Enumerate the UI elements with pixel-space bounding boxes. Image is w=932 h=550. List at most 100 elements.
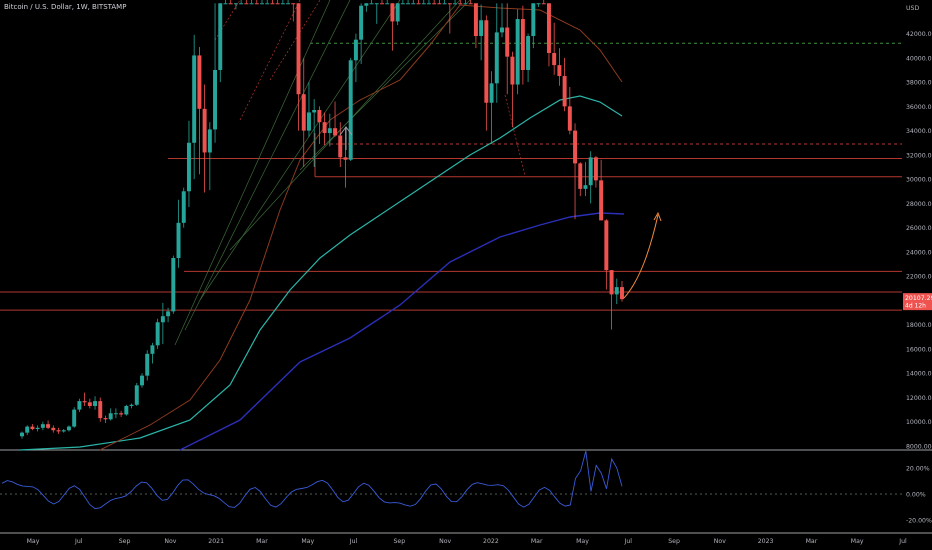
candle-body [218, 3, 223, 70]
oscillator-pane: 20.00% 0.00% -20.00% [0, 450, 932, 525]
candle [260, 0, 264, 5]
time-tick-label: 2021 [208, 538, 224, 545]
candle [380, 0, 384, 5]
candle-body [536, 3, 541, 5]
axes: 42000.00 40000.00 38000.00 36000.00 34000.00… [27, 5, 932, 545]
dashed-trend-line [269, 0, 321, 81]
time-tick-label: Mar [531, 538, 543, 545]
last-price-box [903, 293, 932, 311]
candle-body [56, 430, 61, 432]
candle [583, 162, 588, 197]
time-tick-label: Nov [714, 538, 726, 545]
candle-body [160, 316, 165, 323]
price-tick-label: 10000.00 [906, 419, 932, 426]
candle-body [93, 401, 98, 406]
candle [526, 33, 531, 83]
candle [312, 99, 317, 168]
candle [213, 3, 218, 143]
time-tick-label: Sep [119, 538, 131, 545]
candle [51, 425, 56, 433]
candle [484, 15, 489, 131]
candle [275, 0, 280, 5]
candle-body [119, 413, 124, 415]
candle-body [374, 3, 379, 5]
candle-body [108, 413, 113, 420]
candle-body [228, 3, 233, 5]
candle [557, 48, 562, 86]
candle [359, 3, 364, 64]
price-tick-label: 40000.00 [906, 55, 932, 62]
candle-body [51, 427, 56, 431]
candle-body [223, 3, 228, 5]
candle [186, 120, 191, 208]
candle-body [202, 108, 207, 153]
candle-body [453, 3, 458, 5]
candle-body [260, 3, 264, 5]
candle [160, 302, 165, 345]
candle-body [129, 404, 134, 406]
candle-body [620, 287, 624, 300]
candle [66, 425, 71, 432]
candle [458, 0, 463, 5]
candle-body [604, 220, 609, 271]
candle-body [531, 3, 536, 37]
time-tick-label: Nov [439, 538, 451, 545]
candle-body [609, 270, 614, 295]
candle-body [494, 32, 499, 84]
candle [145, 350, 150, 381]
candle [400, 0, 405, 5]
candle [280, 0, 285, 5]
candle-body [364, 3, 369, 6]
candle [46, 420, 51, 430]
candle-body [458, 3, 463, 5]
candle-body [567, 106, 572, 131]
candle-body [426, 3, 431, 5]
candle [176, 199, 181, 268]
horizontal-levels [0, 42, 902, 311]
price-tick-label: 24000.00 [906, 249, 932, 256]
dashed-trend-line [239, 0, 301, 121]
candle [515, 9, 520, 95]
candle [155, 318, 160, 349]
candle [306, 82, 311, 137]
price-tick-label: 28000.00 [906, 201, 932, 208]
candle [30, 424, 35, 431]
candle-body [301, 94, 306, 131]
candle-body [265, 3, 270, 5]
price-tick-label: 12000.00 [906, 395, 932, 402]
candle-body [432, 3, 437, 5]
candle-body [66, 426, 71, 431]
candle-body [327, 128, 332, 134]
candle [453, 0, 458, 5]
moving-averages [19, 4, 625, 451]
candle-body [322, 122, 327, 134]
candle-body [489, 83, 494, 103]
candle [536, 3, 541, 7]
candle-body [614, 287, 619, 295]
candle [228, 0, 233, 5]
candle-body [87, 402, 92, 406]
time-tick-label: Mar [806, 538, 818, 545]
candle [416, 0, 421, 5]
candle-body [61, 430, 66, 432]
grid [0, 449, 932, 534]
oscillator-tick-label: -20.00% [906, 518, 932, 525]
candle-body [207, 129, 212, 153]
last-price-countdown: 4d 12h [905, 303, 926, 310]
candle [322, 112, 327, 146]
candle-body [479, 20, 484, 37]
trend-lines [174, 0, 526, 346]
candle [103, 415, 108, 423]
ma-brown-line [99, 4, 623, 451]
candle [447, 3, 452, 34]
candle-body [124, 405, 129, 415]
candle [479, 4, 484, 61]
candle-body [306, 112, 311, 131]
candle-body [25, 426, 30, 433]
candle [166, 307, 171, 323]
candle [327, 113, 332, 147]
candle-body [296, 3, 301, 95]
candle-body [181, 191, 186, 223]
candle [35, 425, 40, 432]
